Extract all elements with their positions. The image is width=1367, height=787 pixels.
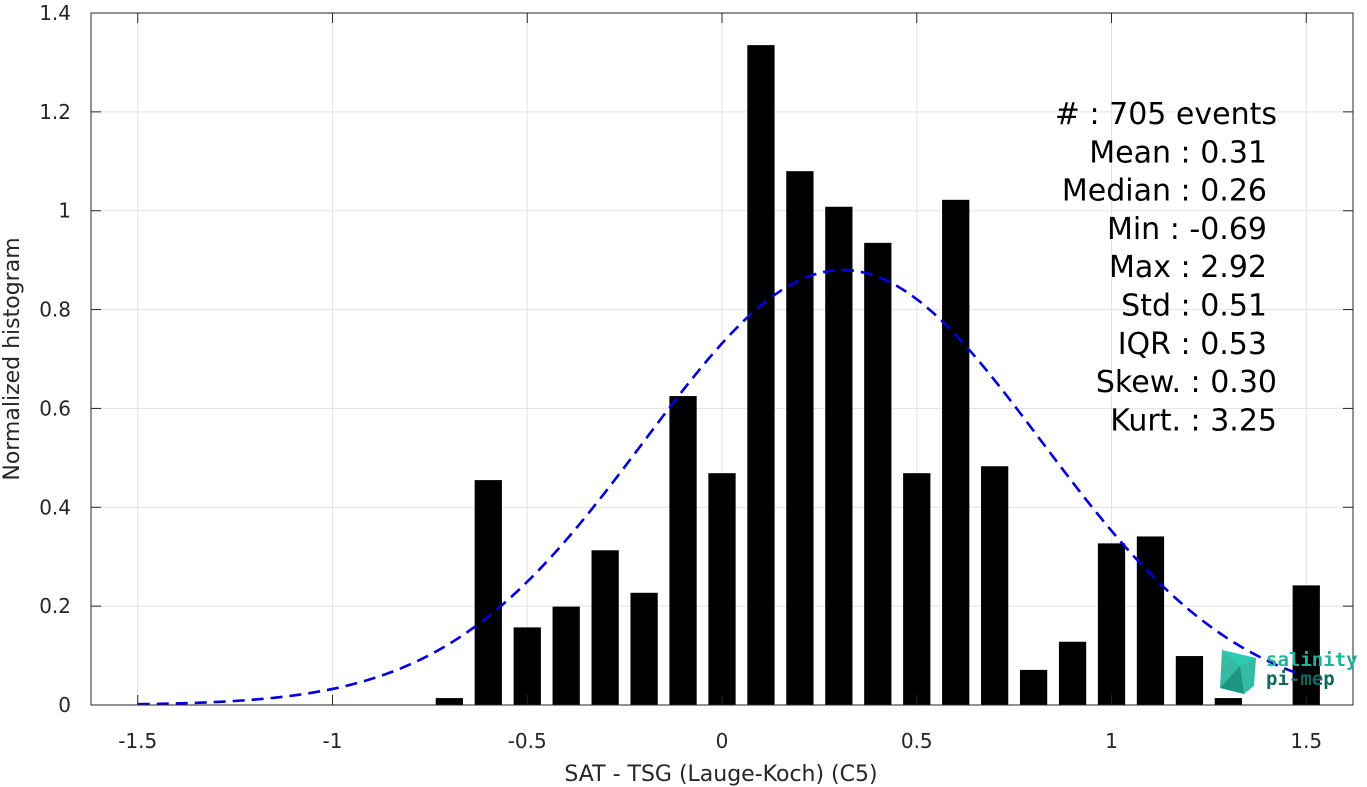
histogram-bar xyxy=(552,606,580,705)
grid-lines xyxy=(91,12,1353,706)
histogram-bar xyxy=(1136,536,1165,705)
stat-line: Min : -0.69 xyxy=(1107,212,1267,247)
stat-line: # : 705 events xyxy=(1055,97,1277,132)
histogram-bar xyxy=(1292,585,1320,705)
y-tick-label: 0.2 xyxy=(39,594,71,618)
histogram-bar xyxy=(708,473,736,705)
x-tick-label: 1 xyxy=(1105,729,1118,753)
histogram-bars xyxy=(435,45,1320,706)
stat-line: Mean : 0.31 xyxy=(1089,135,1267,170)
x-tick-label: 0 xyxy=(716,729,729,753)
histogram-bar xyxy=(786,171,814,705)
histogram-bar xyxy=(1214,698,1242,705)
histogram-bar xyxy=(942,199,970,705)
histogram-bar xyxy=(825,206,853,705)
stat-line: Max : 2.92 xyxy=(1109,250,1267,285)
x-tick-label: -1 xyxy=(323,729,343,753)
x-tick-label: 1.5 xyxy=(1290,729,1322,753)
histogram-bar xyxy=(864,242,892,706)
stat-line: Median : 0.26 xyxy=(1062,174,1267,209)
logo-text-pimep: pi-mep xyxy=(1266,668,1335,690)
histogram-bar xyxy=(1019,669,1048,705)
y-axis-title: Normalized histogram xyxy=(0,237,25,480)
x-tick-label: -0.5 xyxy=(508,729,547,753)
histogram-bar xyxy=(981,466,1009,705)
stat-line: Skew. : 0.30 xyxy=(1096,365,1277,400)
histogram-bar xyxy=(747,45,775,706)
y-tick-labels: 0 0.2 0.4 0.6 0.8 1 1.2 1.4 xyxy=(39,1,71,717)
x-tick-label: -1.5 xyxy=(118,729,157,753)
histogram-bar xyxy=(669,396,697,705)
y-tick-label: 1.4 xyxy=(39,1,71,25)
histogram-bar xyxy=(591,550,619,705)
histogram-bar xyxy=(1097,543,1126,705)
y-tick-label: 1.2 xyxy=(39,100,71,124)
histogram-bar xyxy=(1058,641,1087,705)
stat-line: Std : 0.51 xyxy=(1121,289,1267,324)
salinity-pimep-logo: salinity pi-mep xyxy=(1220,649,1358,694)
y-tick-label: 0 xyxy=(58,693,71,717)
x-tick-labels: -1.5 -1 -0.5 0 0.5 1 1.5 xyxy=(118,729,1322,753)
x-tick-label: 0.5 xyxy=(901,729,933,753)
axis-ticks xyxy=(91,12,1353,706)
x-axis-title: SAT - TSG (Lauge-Koch) (C5) xyxy=(564,762,877,787)
logo-text-salinity: salinity xyxy=(1266,649,1358,671)
histogram-bar xyxy=(435,698,463,705)
stat-line: IQR : 0.53 xyxy=(1118,327,1267,362)
histogram-bar xyxy=(630,592,658,705)
y-tick-label: 0.8 xyxy=(39,298,71,322)
histogram-bar xyxy=(474,480,502,705)
histogram-bar xyxy=(1175,656,1204,705)
stat-line: Kurt. : 3.25 xyxy=(1110,403,1277,438)
histogram-bar xyxy=(903,473,931,705)
histogram-bar xyxy=(513,627,541,705)
y-tick-label: 0.6 xyxy=(39,396,71,420)
y-tick-label: 0.4 xyxy=(39,495,71,519)
normal-fit-curve xyxy=(137,268,1307,706)
y-tick-label: 1 xyxy=(58,199,71,223)
